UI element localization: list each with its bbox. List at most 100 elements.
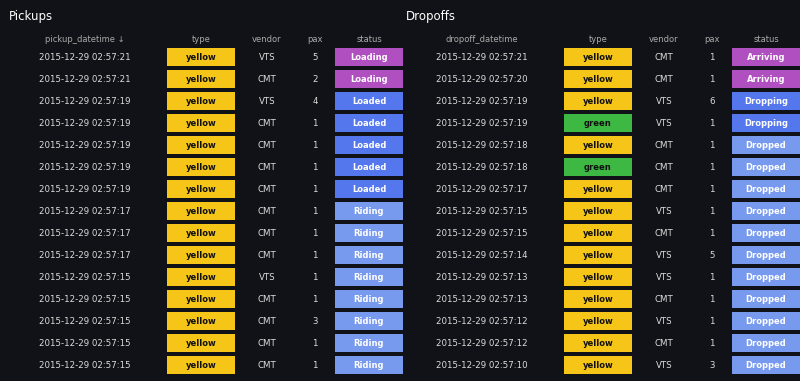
Text: 2015-12-29 02:57:19: 2015-12-29 02:57:19 <box>436 118 528 128</box>
Text: 6: 6 <box>710 96 714 106</box>
FancyBboxPatch shape <box>335 202 403 220</box>
Text: yellow: yellow <box>186 207 216 216</box>
FancyBboxPatch shape <box>732 158 800 176</box>
Text: 1: 1 <box>710 338 714 347</box>
Text: 1: 1 <box>312 207 318 216</box>
Text: green: green <box>584 163 612 171</box>
Text: 1: 1 <box>312 163 318 171</box>
Text: 2015-12-29 02:57:19: 2015-12-29 02:57:19 <box>39 184 130 194</box>
Text: yellow: yellow <box>582 75 614 83</box>
Text: yellow: yellow <box>186 250 216 259</box>
FancyBboxPatch shape <box>167 180 235 198</box>
FancyBboxPatch shape <box>732 70 800 88</box>
Text: yellow: yellow <box>186 338 216 347</box>
Text: yellow: yellow <box>582 207 614 216</box>
Text: Riding: Riding <box>354 338 384 347</box>
Text: 2015-12-29 02:57:13: 2015-12-29 02:57:13 <box>436 295 528 304</box>
Text: 5: 5 <box>710 250 714 259</box>
FancyBboxPatch shape <box>335 92 403 110</box>
Text: Dropoffs: Dropoffs <box>406 10 456 23</box>
Text: VTS: VTS <box>656 272 672 282</box>
FancyBboxPatch shape <box>564 202 632 220</box>
Text: yellow: yellow <box>186 141 216 149</box>
Text: 1: 1 <box>312 118 318 128</box>
Text: 3: 3 <box>312 317 318 325</box>
Text: yellow: yellow <box>582 360 614 370</box>
FancyBboxPatch shape <box>335 114 403 132</box>
FancyBboxPatch shape <box>564 70 632 88</box>
Text: 2015-12-29 02:57:15: 2015-12-29 02:57:15 <box>39 360 131 370</box>
Text: Dropped: Dropped <box>746 338 786 347</box>
FancyBboxPatch shape <box>732 136 800 154</box>
FancyBboxPatch shape <box>167 224 235 242</box>
Text: Dropped: Dropped <box>746 360 786 370</box>
FancyBboxPatch shape <box>167 136 235 154</box>
Text: type: type <box>589 35 607 43</box>
Text: Dropped: Dropped <box>746 317 786 325</box>
FancyBboxPatch shape <box>564 268 632 286</box>
Text: 1: 1 <box>710 118 714 128</box>
Text: Dropped: Dropped <box>746 295 786 304</box>
FancyBboxPatch shape <box>335 356 403 374</box>
Text: 1: 1 <box>710 53 714 61</box>
Text: Riding: Riding <box>354 229 384 237</box>
Text: VTS: VTS <box>656 360 672 370</box>
FancyBboxPatch shape <box>732 202 800 220</box>
FancyBboxPatch shape <box>167 48 235 66</box>
Text: yellow: yellow <box>582 250 614 259</box>
FancyBboxPatch shape <box>564 136 632 154</box>
FancyBboxPatch shape <box>564 48 632 66</box>
FancyBboxPatch shape <box>335 48 403 66</box>
Text: yellow: yellow <box>186 163 216 171</box>
Text: 1: 1 <box>710 163 714 171</box>
Text: yellow: yellow <box>186 75 216 83</box>
FancyBboxPatch shape <box>335 224 403 242</box>
FancyBboxPatch shape <box>732 180 800 198</box>
Text: CMT: CMT <box>258 75 276 83</box>
Text: Riding: Riding <box>354 272 384 282</box>
FancyBboxPatch shape <box>167 246 235 264</box>
Text: VTS: VTS <box>258 96 275 106</box>
FancyBboxPatch shape <box>732 92 800 110</box>
Text: status: status <box>356 35 382 43</box>
Text: 2015-12-29 02:57:19: 2015-12-29 02:57:19 <box>39 118 130 128</box>
Text: VTS: VTS <box>258 272 275 282</box>
Text: Riding: Riding <box>354 317 384 325</box>
FancyBboxPatch shape <box>564 114 632 132</box>
Text: VTS: VTS <box>656 317 672 325</box>
Text: Pickups: Pickups <box>9 10 53 23</box>
FancyBboxPatch shape <box>732 356 800 374</box>
Text: Loaded: Loaded <box>352 163 386 171</box>
Text: pickup_datetime ↓: pickup_datetime ↓ <box>45 35 125 43</box>
Text: 1: 1 <box>312 250 318 259</box>
Text: yellow: yellow <box>186 184 216 194</box>
Text: CMT: CMT <box>258 317 276 325</box>
Text: Loading: Loading <box>350 53 388 61</box>
Text: 2015-12-29 02:57:21: 2015-12-29 02:57:21 <box>436 53 528 61</box>
Text: 1: 1 <box>312 272 318 282</box>
Text: Dropped: Dropped <box>746 163 786 171</box>
Text: 1: 1 <box>710 75 714 83</box>
Text: Riding: Riding <box>354 360 384 370</box>
Text: Riding: Riding <box>354 207 384 216</box>
Text: yellow: yellow <box>582 141 614 149</box>
Text: Loaded: Loaded <box>352 96 386 106</box>
Text: 2015-12-29 02:57:15: 2015-12-29 02:57:15 <box>436 229 528 237</box>
Text: 5: 5 <box>312 53 318 61</box>
Text: Loading: Loading <box>350 75 388 83</box>
Text: 2015-12-29 02:57:15: 2015-12-29 02:57:15 <box>39 317 131 325</box>
Text: CMT: CMT <box>258 184 276 194</box>
FancyBboxPatch shape <box>564 334 632 352</box>
FancyBboxPatch shape <box>564 180 632 198</box>
FancyBboxPatch shape <box>564 246 632 264</box>
FancyBboxPatch shape <box>167 114 235 132</box>
Text: 1: 1 <box>710 229 714 237</box>
Text: Loaded: Loaded <box>352 141 386 149</box>
Text: yellow: yellow <box>582 272 614 282</box>
Text: status: status <box>753 35 779 43</box>
Text: 2015-12-29 02:57:15: 2015-12-29 02:57:15 <box>39 295 131 304</box>
Text: Dropped: Dropped <box>746 141 786 149</box>
Text: yellow: yellow <box>186 118 216 128</box>
Text: pax: pax <box>307 35 322 43</box>
Text: 2015-12-29 02:57:19: 2015-12-29 02:57:19 <box>39 163 130 171</box>
